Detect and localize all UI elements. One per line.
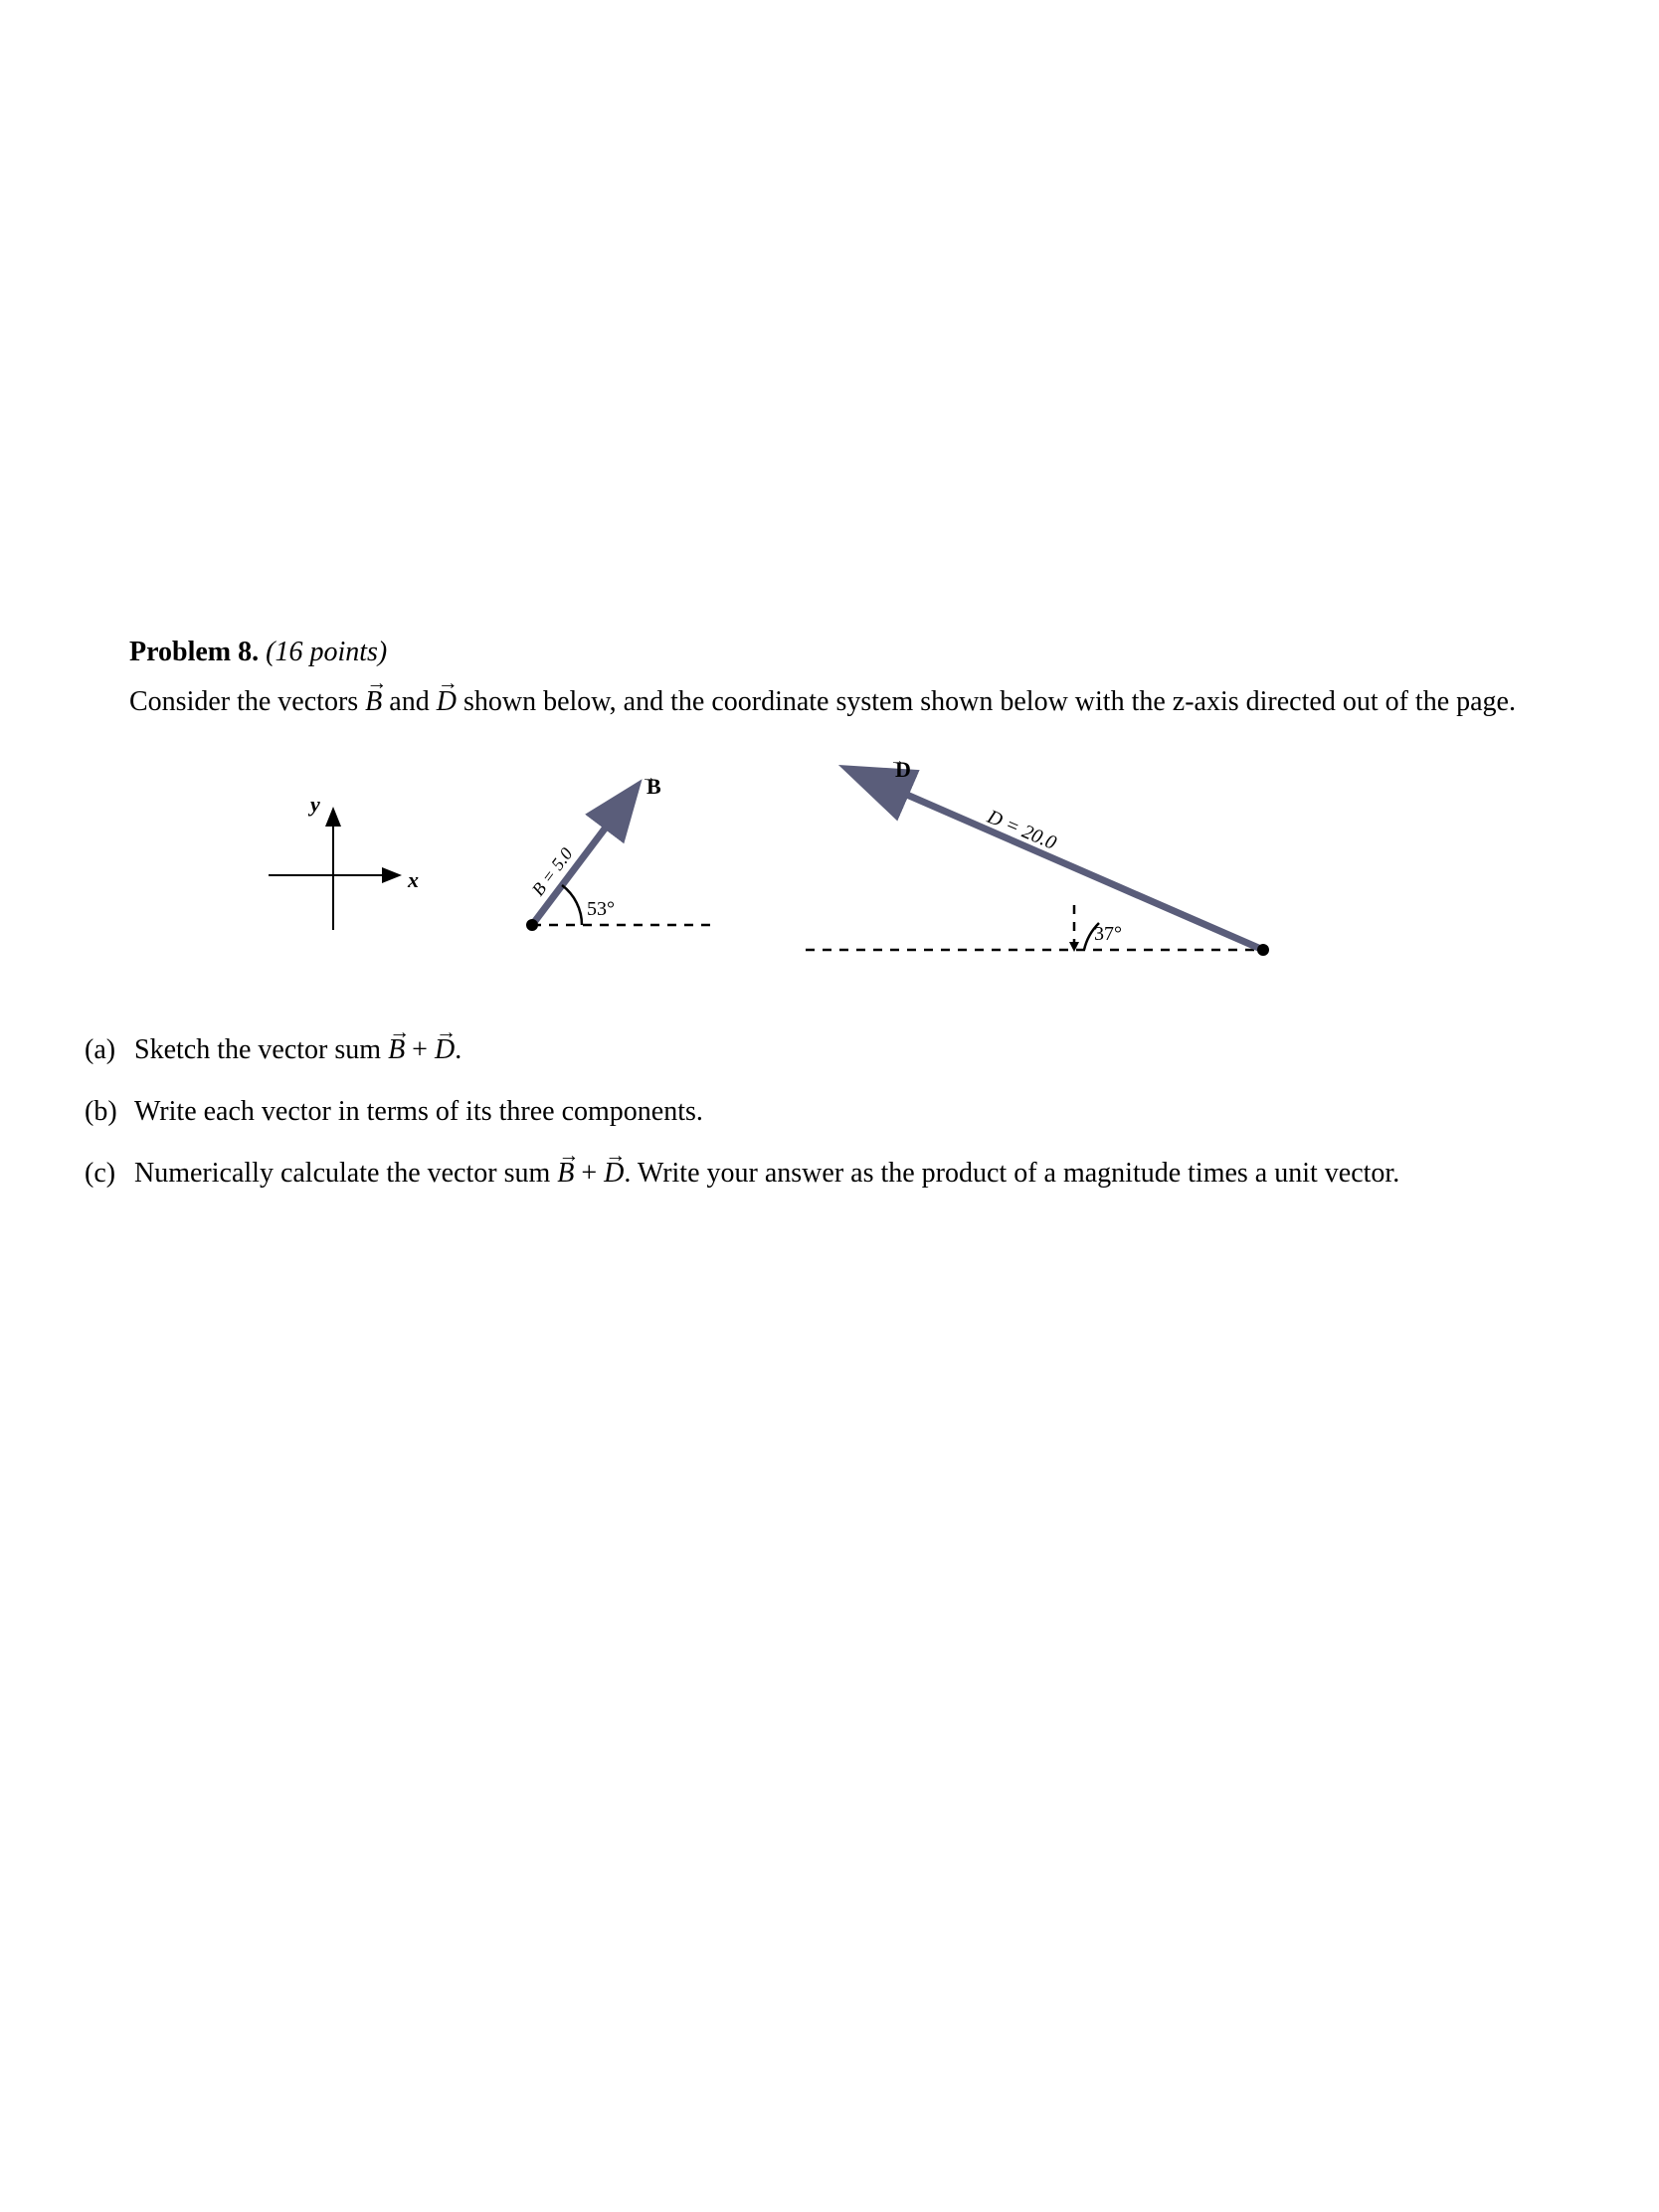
- question-c-text: Numerically calculate the vector sum B +…: [134, 1153, 1552, 1195]
- diagram-row: x y B → 53° B = 5.0: [229, 751, 1552, 980]
- problem-points: (16 points): [259, 637, 387, 667]
- question-b-label: (b): [85, 1091, 134, 1133]
- question-b: (b) Write each vector in terms of its th…: [85, 1091, 1552, 1133]
- question-a-text: Sketch the vector sum B + D.: [134, 1029, 1552, 1071]
- vector-d-symbol: D: [437, 682, 457, 721]
- question-a: (a) Sketch the vector sum B + D.: [85, 1029, 1552, 1071]
- vector-b-angle-label: 53°: [587, 898, 615, 920]
- diagram-vector-b: B → 53° B = 5.0: [487, 766, 746, 965]
- problem-number: Problem 8.: [129, 637, 259, 667]
- question-list: (a) Sketch the vector sum B + D. (b) Wri…: [85, 1029, 1552, 1195]
- axis-x-label: x: [407, 867, 419, 892]
- svg-text:→: →: [890, 754, 904, 769]
- svg-text:→: →: [642, 771, 655, 786]
- vector-b-symbol: B: [365, 682, 382, 721]
- question-c: (c) Numerically calculate the vector sum…: [85, 1153, 1552, 1195]
- question-c-label: (c): [85, 1153, 134, 1195]
- diagram-vector-d: D → D = 20.0 37°: [786, 751, 1303, 980]
- intro-pre: Consider the vectors: [129, 686, 365, 717]
- question-a-label: (a): [85, 1029, 134, 1071]
- intro-post: shown below, and the coordinate system s…: [457, 686, 1516, 717]
- intro-and: and: [382, 686, 436, 717]
- axis-y-label: y: [307, 792, 320, 817]
- diagram-axes: x y: [229, 776, 448, 955]
- problem-header: Problem 8. (16 points): [129, 637, 1552, 668]
- question-b-text: Write each vector in terms of its three …: [134, 1091, 1552, 1133]
- problem-statement: Consider the vectors B and D shown below…: [129, 682, 1552, 721]
- vector-d-angle-label: 37°: [1094, 923, 1122, 945]
